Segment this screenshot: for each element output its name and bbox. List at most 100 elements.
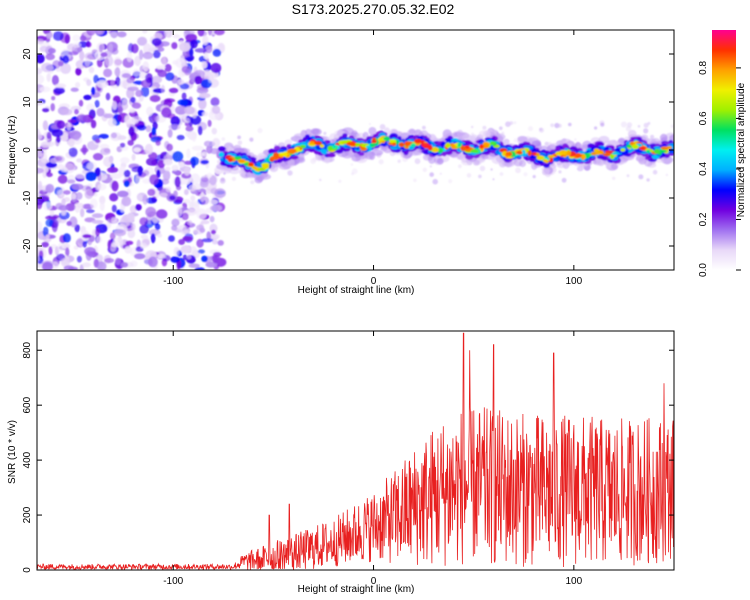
ridge-blob (562, 143, 569, 149)
ridge-blob (517, 136, 527, 142)
noise-speckle (96, 80, 108, 89)
ridge-blob (460, 145, 466, 152)
faint-speckle (515, 167, 521, 174)
ridge-blob (560, 138, 571, 144)
noise-speckle (111, 180, 119, 192)
noise-speckle (169, 195, 176, 201)
ridge-blob (314, 141, 322, 146)
noise-speckle (209, 215, 215, 223)
faint-speckle (479, 165, 486, 172)
faint-speckle (379, 124, 386, 130)
noise-speckle (126, 51, 133, 63)
faint-speckle (509, 121, 514, 125)
noise-speckle (131, 102, 142, 109)
noise-speckle (189, 39, 198, 49)
noise-speckle (128, 126, 135, 137)
ridge-blob (462, 133, 472, 143)
noise-speckle (37, 53, 45, 64)
noise-speckle (93, 192, 98, 197)
noise-speckle (93, 74, 99, 84)
snr-y-tick-label: 200 (22, 506, 33, 523)
noise-speckle (85, 171, 97, 181)
noise-speckle (186, 254, 192, 260)
noise-speckle (92, 153, 104, 161)
noise-speckle (170, 256, 180, 263)
ridge-blob (370, 143, 376, 148)
noise-speckle (190, 156, 200, 166)
noise-speckle (66, 221, 72, 226)
noise-speckle (96, 107, 105, 117)
faint-speckle (319, 178, 322, 182)
faint-speckle (458, 164, 462, 169)
noise-speckle (153, 32, 163, 40)
faint-speckle (646, 178, 650, 182)
ridge-blob (390, 139, 397, 144)
ridge-blob (428, 155, 436, 164)
noise-speckle (99, 201, 105, 212)
colorbar-tick-label: 0.8 (698, 61, 709, 75)
noise-speckle (65, 247, 70, 257)
noise-speckle (76, 114, 88, 123)
ridge-blob (478, 130, 491, 138)
noise-speckle (83, 94, 92, 101)
noise-speckle (197, 30, 205, 37)
faint-speckle (439, 172, 442, 175)
faint-speckle (422, 125, 426, 130)
noise-speckle (70, 105, 82, 111)
faint-speckle (422, 167, 427, 172)
noise-speckle (205, 261, 218, 268)
spec-y-tick-label: 0 (22, 147, 33, 153)
faint-speckle (568, 122, 572, 127)
ridge-blob (652, 154, 659, 159)
noise-speckle (86, 79, 92, 86)
noise-speckle (45, 234, 50, 239)
noise-speckle (142, 30, 148, 34)
ridge-blob (299, 144, 306, 149)
noise-speckle (114, 229, 126, 237)
noise-speckle (145, 73, 153, 84)
ridge-blob (566, 150, 571, 156)
noise-speckle (49, 210, 55, 217)
ridge-blob (445, 142, 451, 149)
noise-speckle (185, 125, 194, 132)
ridge-blob (342, 133, 348, 139)
noise-speckle (90, 198, 98, 209)
faint-speckle (350, 163, 354, 166)
noise-speckle (105, 55, 114, 67)
noise-speckle (121, 73, 131, 79)
noise-speckle (211, 127, 217, 135)
noise-speckle (45, 53, 55, 61)
noise-speckle (214, 188, 226, 199)
noise-speckle (183, 30, 195, 35)
noise-speckle (180, 245, 191, 254)
noise-speckle (168, 235, 175, 242)
noise-speckle (52, 31, 64, 41)
noise-speckle (182, 236, 193, 242)
noise-speckle (115, 76, 121, 87)
noise-speckle (171, 218, 180, 227)
faint-speckle (665, 173, 669, 177)
noise-speckle (42, 120, 49, 131)
noise-speckle (184, 121, 190, 127)
noise-speckle (171, 225, 178, 231)
noise-speckle (164, 30, 170, 37)
ridge-blob (287, 148, 297, 154)
noise-speckle (57, 242, 65, 252)
ridge-blob (371, 149, 384, 156)
noise-speckle (42, 108, 50, 113)
noise-speckle (135, 204, 142, 211)
noise-speckle (173, 246, 180, 257)
noise-speckle (139, 71, 147, 79)
ridge-blob (320, 148, 325, 154)
noise-speckle (115, 257, 121, 265)
noise-speckle (140, 234, 148, 239)
noise-speckle (185, 131, 191, 137)
noise-speckle (68, 51, 79, 56)
spectrogram-signal-ridge (216, 127, 674, 184)
faint-speckle (670, 124, 674, 128)
noise-speckle (82, 241, 87, 248)
noise-speckle (201, 61, 208, 69)
faint-speckle (429, 165, 432, 168)
snr-y-tick-label: 600 (22, 396, 33, 413)
spectrogram-x-ticks: -100 0 100 (163, 30, 583, 287)
